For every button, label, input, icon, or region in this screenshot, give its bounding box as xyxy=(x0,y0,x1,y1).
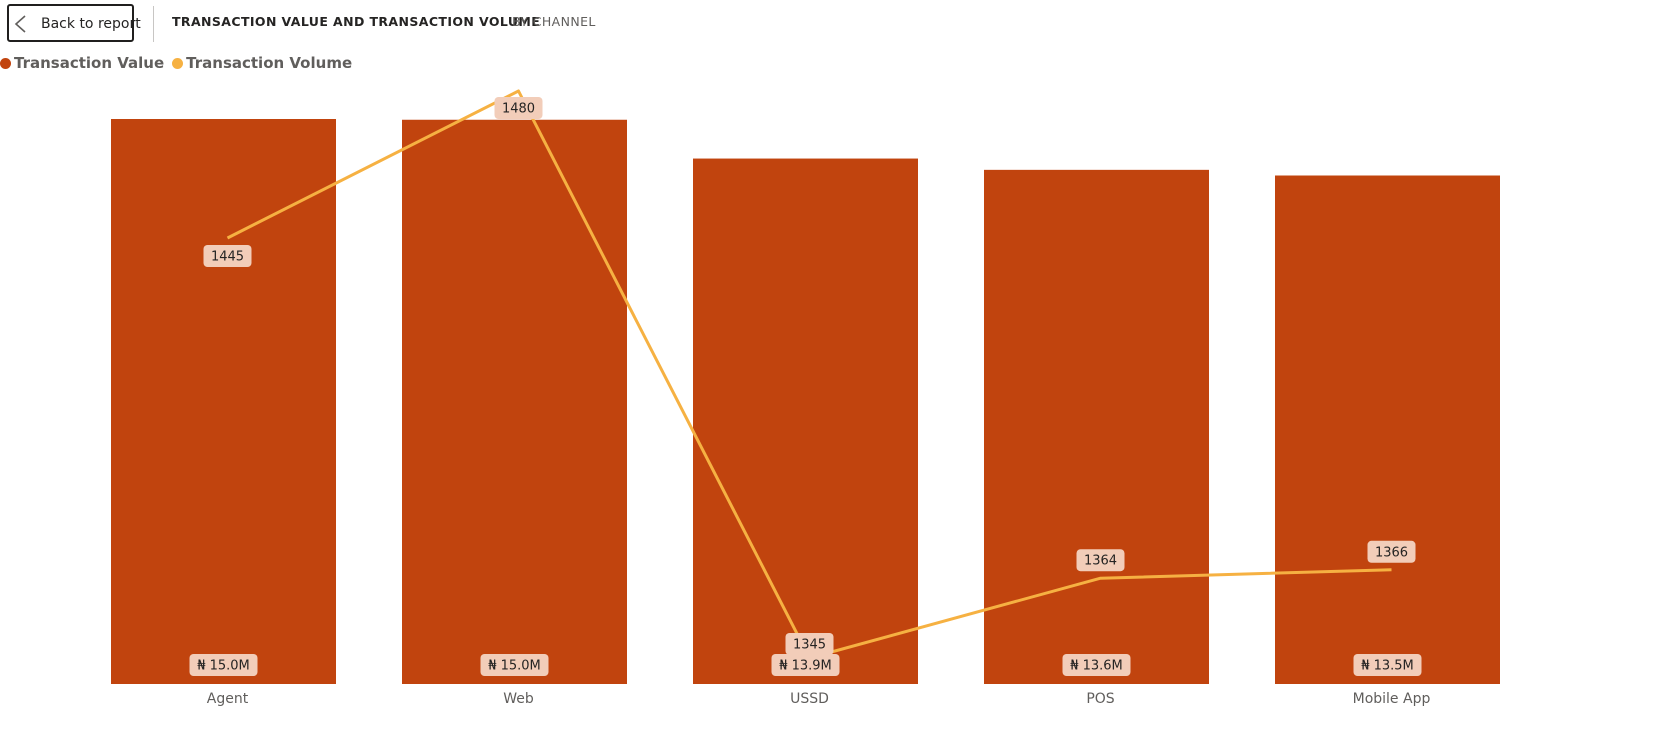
bar-data-label-pos: ₦ 13.6M xyxy=(1062,654,1131,676)
svg-text:₦ 15.0M: ₦ 15.0M xyxy=(197,659,250,674)
bar-data-label-web: ₦ 15.0M xyxy=(480,654,549,676)
bar-data-label-agent: ₦ 15.0M xyxy=(189,654,258,676)
chart-subtitle: BY CHANNEL xyxy=(512,14,596,29)
bar-ussd[interactable] xyxy=(693,158,918,685)
svg-text:1480: 1480 xyxy=(502,102,535,117)
svg-text:1345: 1345 xyxy=(793,638,826,653)
bar-mobile-app[interactable] xyxy=(1275,175,1500,685)
svg-text:₦ 13.5M: ₦ 13.5M xyxy=(1361,659,1414,674)
legend-dot-transaction-volume xyxy=(172,57,184,69)
bar-pos[interactable] xyxy=(984,169,1209,685)
line-data-label-web: 1480 xyxy=(494,97,543,119)
legend-dot-transaction-value xyxy=(0,57,11,69)
bar-data-label-ussd: ₦ 13.9M xyxy=(771,654,840,676)
legend-label-transaction-value: Transaction Value xyxy=(14,54,165,72)
header-divider xyxy=(153,6,154,42)
back-to-report-button[interactable]: Back to report xyxy=(7,4,141,42)
x-tick-agent: Agent xyxy=(207,691,249,707)
svg-text:₦ 13.6M: ₦ 13.6M xyxy=(1070,659,1123,674)
line-data-label-pos: 1364 xyxy=(1076,549,1125,572)
bar-agent[interactable] xyxy=(111,119,336,684)
back-to-report-label: Back to report xyxy=(41,16,141,32)
svg-text:1366: 1366 xyxy=(1375,545,1408,560)
chart-legend: Transaction Value Transaction Volume xyxy=(0,54,360,72)
x-tick-web: Web xyxy=(503,691,534,707)
bar-data-label-mobile-app: ₦ 13.5M xyxy=(1353,654,1422,676)
chart-title: TRANSACTION VALUE AND TRANSACTION VOLUME xyxy=(172,14,541,29)
legend-item-transaction-volume[interactable]: Transaction Volume xyxy=(172,54,352,72)
chevron-left-icon xyxy=(14,15,26,33)
svg-text:₦ 15.0M: ₦ 15.0M xyxy=(488,659,541,674)
svg-text:1364: 1364 xyxy=(1084,554,1117,569)
svg-text:1445: 1445 xyxy=(211,250,244,265)
svg-text:₦ 13.9M: ₦ 13.9M xyxy=(779,659,832,674)
line-data-label-mobile-app: 1366 xyxy=(1367,540,1416,563)
legend-item-transaction-value[interactable]: Transaction Value xyxy=(0,54,164,72)
x-tick-ussd: USSD xyxy=(790,691,829,707)
x-tick-mobile-app: Mobile App xyxy=(1353,691,1431,707)
line-data-label-agent: 1445 xyxy=(203,245,252,267)
line-data-label-ussd: 1345 xyxy=(785,633,834,655)
x-tick-pos: POS xyxy=(1086,691,1114,707)
bar-web[interactable] xyxy=(402,119,627,684)
legend-label-transaction-volume: Transaction Volume xyxy=(186,54,353,72)
